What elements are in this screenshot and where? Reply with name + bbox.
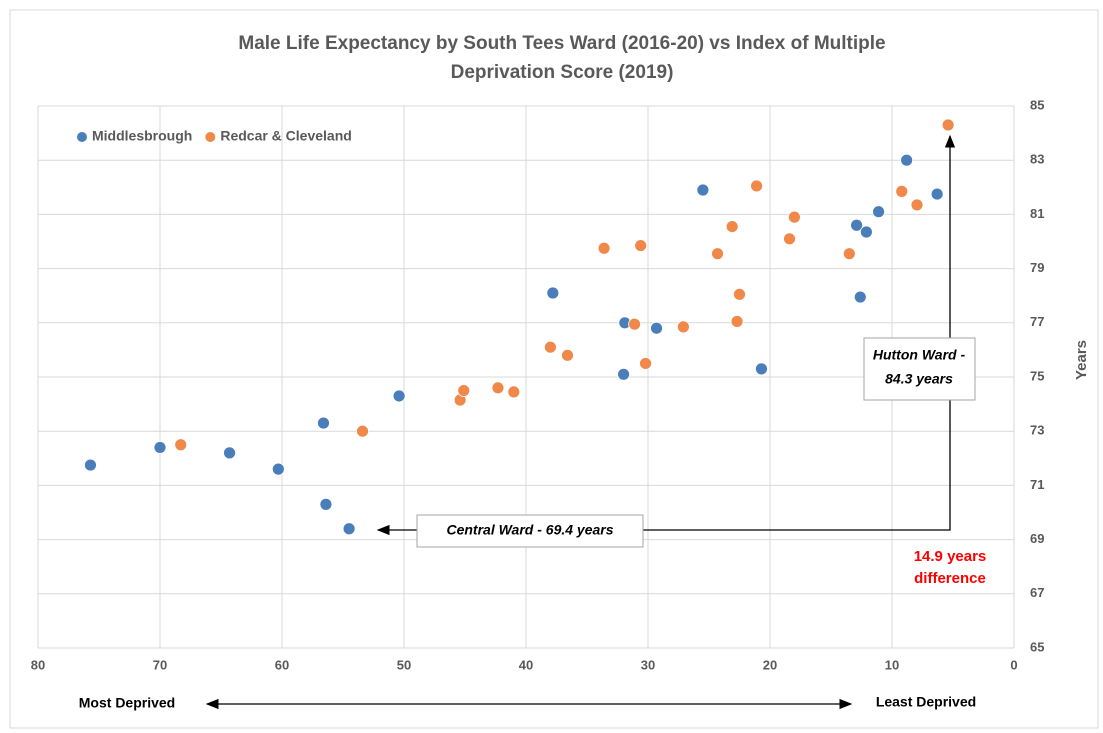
point [84,458,97,472]
point [941,118,955,132]
chart-title: Male Life Expectancy by South Tees Ward … [238,33,885,54]
point [730,315,744,328]
point [153,441,167,454]
y-tick-label: 69 [1030,531,1044,546]
point [597,241,611,255]
point [507,385,521,399]
point [223,446,236,460]
y-tick-label: 67 [1030,585,1044,600]
point [271,462,285,476]
x-tick-label: 10 [885,657,899,672]
point [755,362,768,376]
point [842,247,856,261]
point [342,522,356,536]
difference-annotation: 14.9 years [914,548,987,565]
point [930,187,944,201]
point [491,381,505,395]
point [750,179,763,193]
y-tick-label: 75 [1030,368,1044,383]
x-tick-label: 80 [31,657,45,672]
y-tick-label: 81 [1030,206,1044,221]
legend-marker [77,132,87,142]
point [634,239,648,252]
point [319,497,333,511]
legend-label: Redcar & Cleveland [220,128,352,144]
y-tick-label: 65 [1030,639,1044,654]
point [696,183,710,197]
x-label-right: Least Deprived [876,694,976,710]
x-tick-label: 50 [397,657,411,672]
y-axis-label: Years [1073,340,1090,380]
point [733,287,746,301]
point [711,247,724,261]
point [725,220,739,233]
central-annotation: Central Ward - 69.4 years [446,522,613,538]
difference-arrow [643,134,956,531]
point [910,198,924,212]
x-tick-label: 70 [153,657,167,672]
point [900,153,914,167]
point [356,424,369,438]
x-tick-label: 30 [641,657,655,672]
difference-annotation: difference [914,570,986,587]
y-tick-label: 77 [1030,314,1044,329]
x-tick-label: 60 [275,657,289,672]
point [853,290,867,304]
point [457,384,471,397]
point [392,389,406,403]
point [317,416,330,430]
hutton-annotation: 84.3 years [885,371,953,387]
legend-marker [205,132,216,142]
point [788,210,801,224]
point [628,317,641,331]
point [676,320,690,334]
point [872,205,885,219]
point [617,367,630,381]
point [859,225,873,239]
y-tick-label: 79 [1030,260,1044,275]
y-tick-label: 83 [1030,152,1044,167]
point [639,357,652,370]
y-tick-label: 73 [1030,423,1044,438]
hutton-box [863,337,976,401]
point [174,438,188,452]
y-tick-label: 85 [1030,97,1044,112]
x-tick-label: 0 [1010,657,1017,672]
point [546,286,560,300]
central-box [416,514,644,548]
x-tick-label: 40 [519,657,533,672]
x-label-left: Most Deprived [79,695,175,711]
point [561,348,574,362]
point [544,340,557,354]
x-tick-label: 20 [763,657,777,672]
point [895,184,909,198]
y-tick-label: 71 [1030,477,1044,492]
legend-label: Middlesbrough [92,128,192,144]
point [783,232,796,246]
point [850,218,864,232]
point [650,321,663,335]
chart-title: Deprivation Score (2019) [451,62,674,83]
hutton-annotation: Hutton Ward - [873,347,966,363]
